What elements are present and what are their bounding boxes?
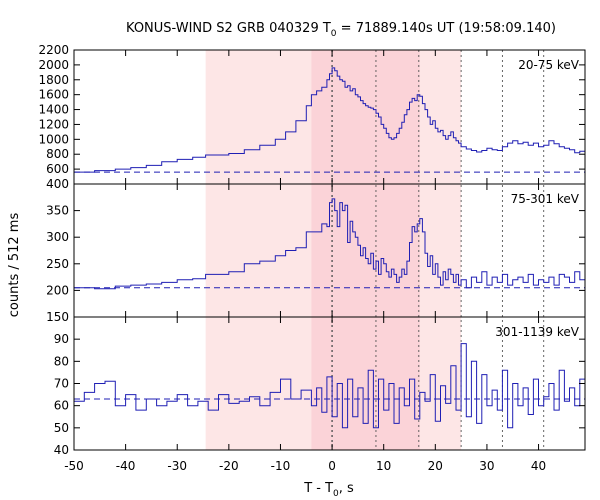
x-tick-label-4: -20 [219, 459, 239, 473]
panel-2-y-tick-label-4: 300 [46, 230, 69, 244]
panel-1-y-tick-label-9: 2000 [38, 58, 69, 72]
x-tick-label-9: 30 [479, 459, 494, 473]
panel-3-y-tick-label-3: 60 [54, 399, 69, 413]
x-tick-label-3: -30 [167, 459, 187, 473]
panel-1-y-tick-label-8: 1800 [38, 73, 69, 87]
panel-1-light-curve [74, 67, 585, 173]
panel-1-y-tick-label-6: 1400 [38, 103, 69, 117]
time-marker-lines [331, 50, 545, 450]
panel-1-y-tick-label-1: 400 [46, 177, 69, 191]
x-axis: -50 -40 -30 -20 -10 0 10 20 30 40 [64, 459, 546, 473]
panel-1-y-tick-label-10: 2200 [38, 43, 69, 57]
panel-1-y-tick-label-2: 600 [46, 162, 69, 176]
x-tick-label-6: 0 [328, 459, 336, 473]
panel-2-y-tick-label-1: 150 [46, 310, 69, 324]
panel-3-y-tick-label-1: 40 [54, 443, 69, 457]
x-tick-label-1: -50 [64, 459, 84, 473]
panel-3-y-tick-label-4: 70 [54, 377, 69, 391]
x-tick-label-10: 40 [531, 459, 546, 473]
panel-2-energy-label: 75-301 keV [511, 192, 580, 206]
panel-3: 40 50 60 70 80 90 301-1139 keV [54, 316, 586, 457]
x-axis-label: T - T0, s [303, 481, 354, 499]
panel-3-y-tick-label-5: 80 [54, 354, 69, 368]
chart-title: KONUS-WIND S2 GRB 040329 T0 = 71889.140s… [126, 21, 556, 39]
x-tick-label-7: 10 [376, 459, 391, 473]
panel-2-light-curve [74, 198, 585, 290]
panel-2: 150 200 250 300 350 75-301 keV [46, 183, 586, 324]
panel-2-y-tick-label-5: 350 [46, 204, 69, 218]
panel-1-y-tick-label-5: 1200 [38, 117, 69, 131]
x-tick-label-8: 20 [428, 459, 443, 473]
x-tick-label-5: -10 [271, 459, 291, 473]
panel-1-y-tick-label-7: 1600 [38, 88, 69, 102]
panel-2-y-tick-label-3: 250 [46, 257, 69, 271]
x-tick-label-2: -40 [116, 459, 136, 473]
panel-1-energy-label: 20-75 keV [518, 58, 580, 72]
panel-3-y-tick-label-6: 90 [54, 332, 69, 346]
y-axis-label: counts / 512 ms [7, 213, 22, 318]
panel-2-y-tick-label-2: 200 [46, 283, 69, 297]
panel-3-light-curve [74, 343, 585, 429]
panel-1-y-tick-label-3: 800 [46, 147, 69, 161]
panel-1-y-tick-label-4: 1000 [38, 132, 69, 146]
panel-3-y-tick-label-2: 50 [54, 421, 69, 435]
panel-3-energy-label: 301-1139 keV [495, 325, 579, 339]
shaded-regions [205, 50, 462, 450]
